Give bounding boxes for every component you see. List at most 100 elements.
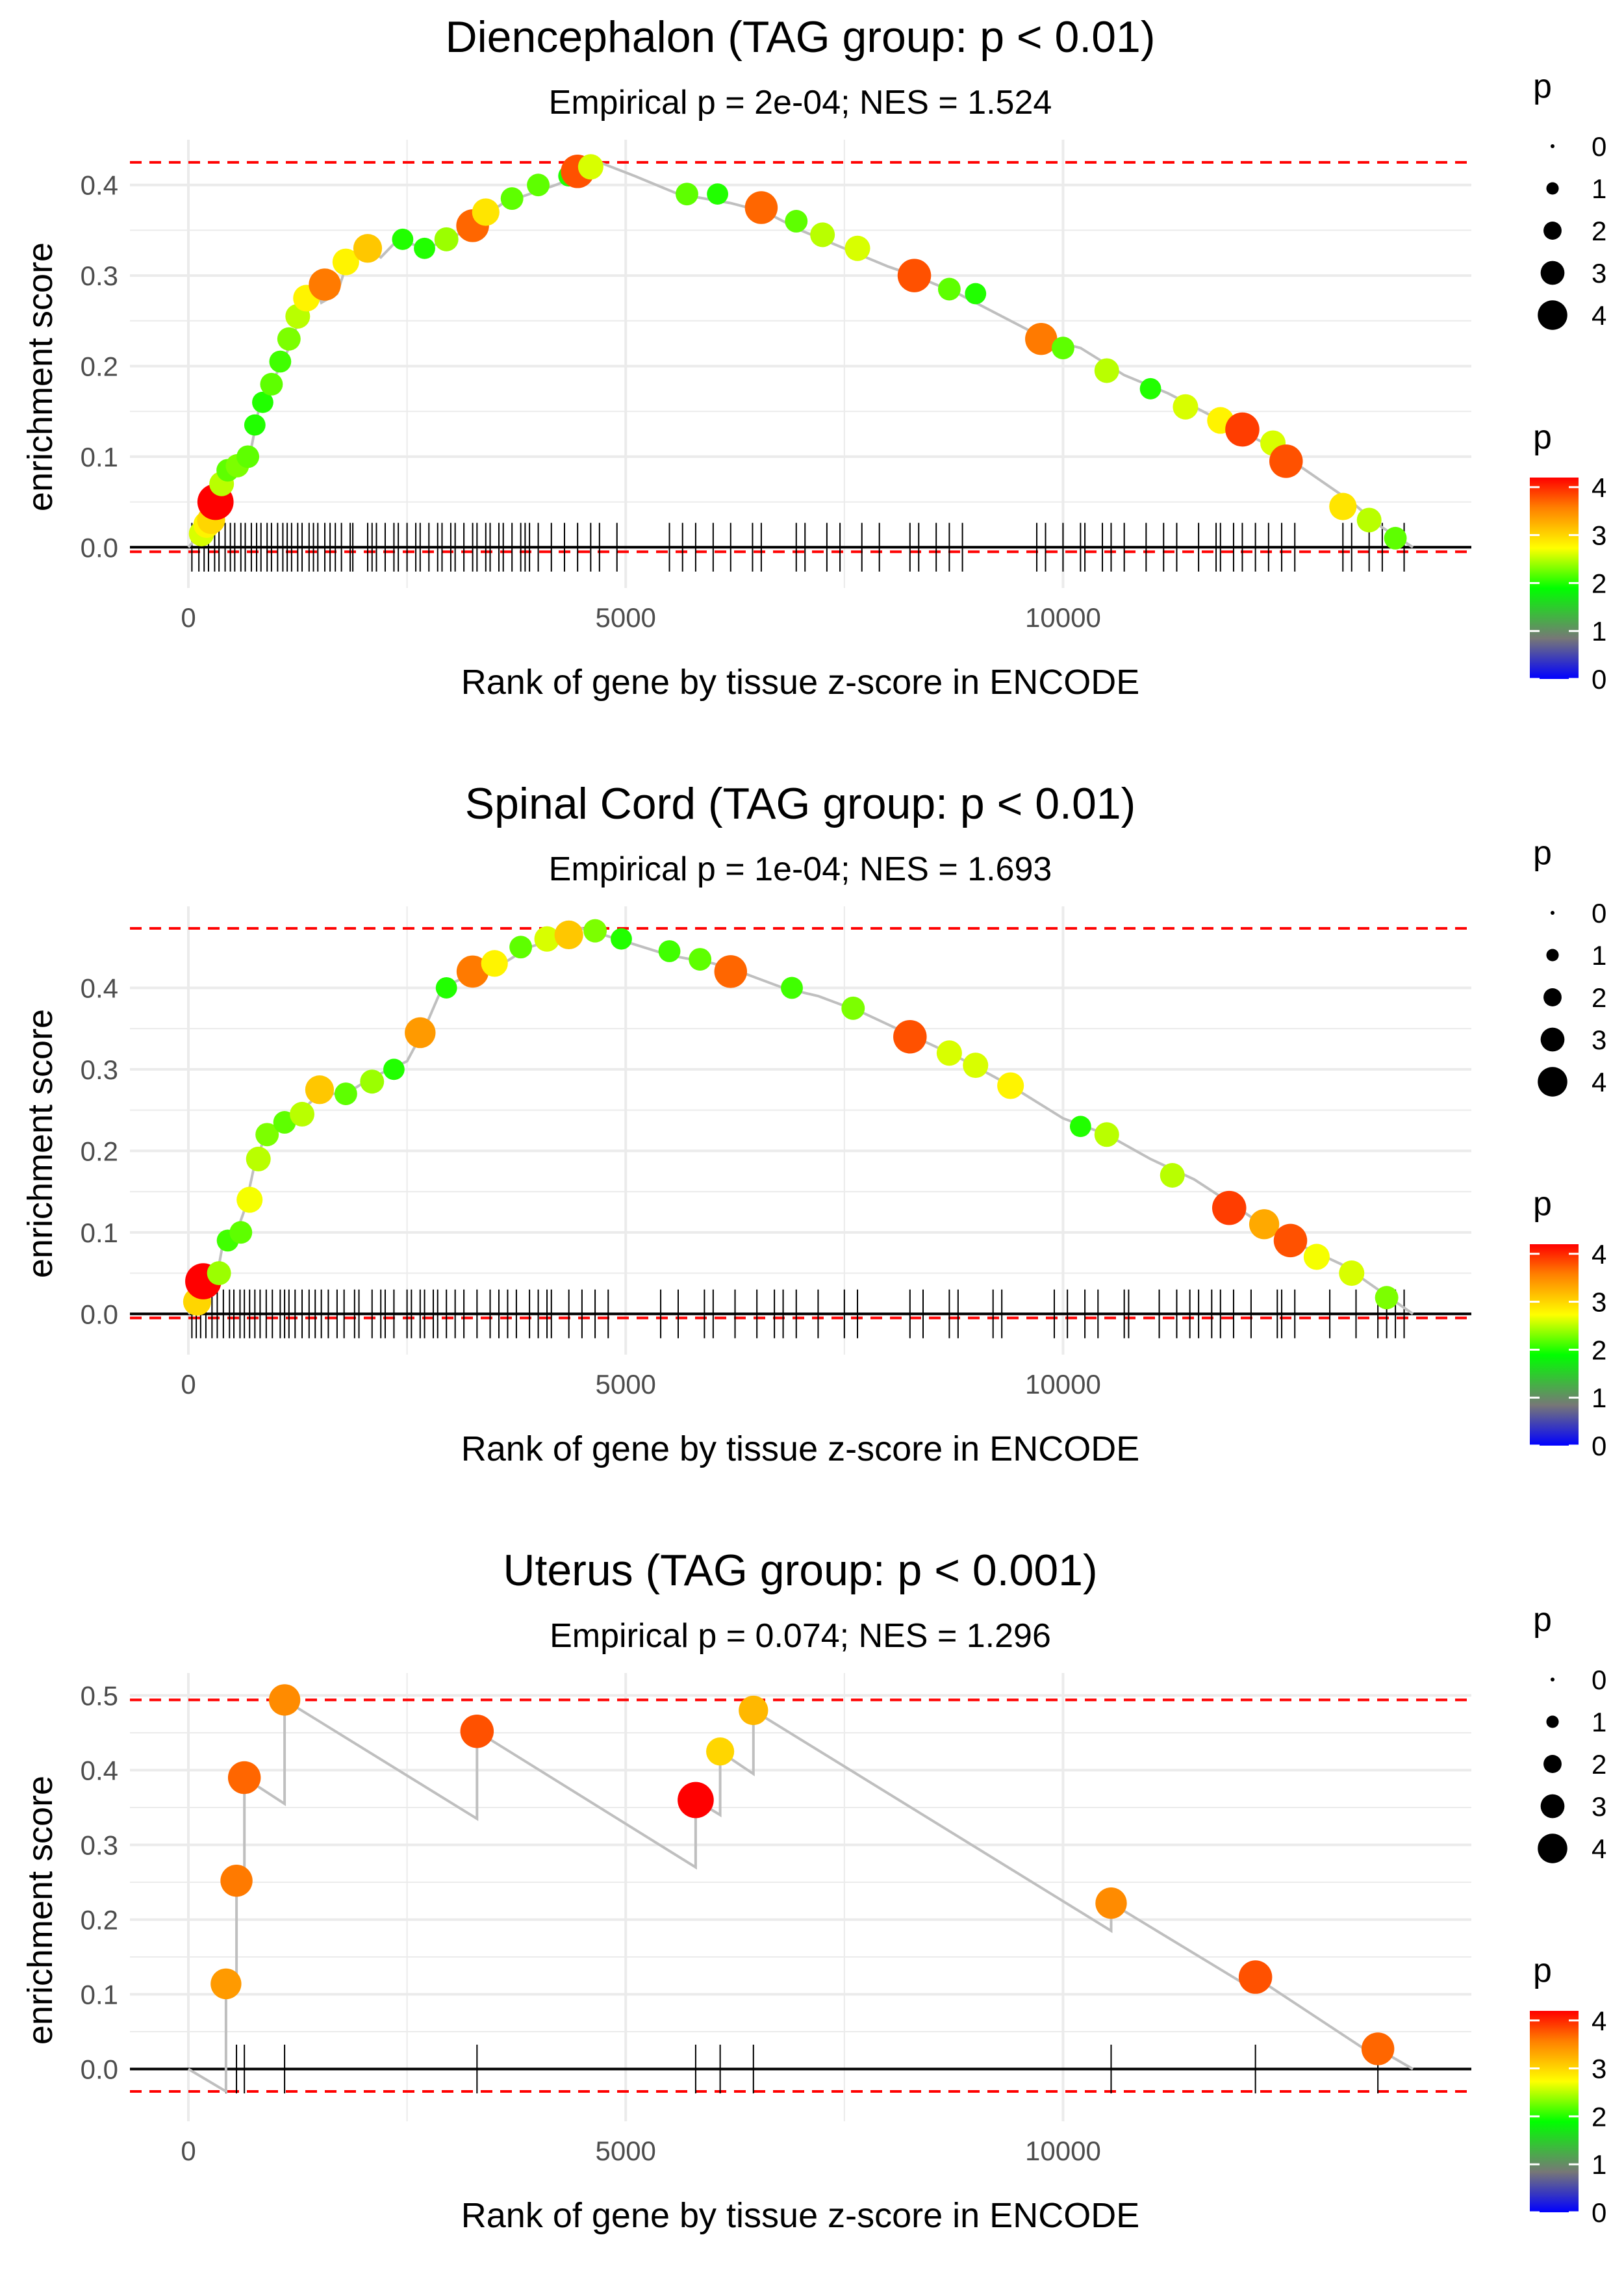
hit-point (577, 154, 603, 180)
hit-point (965, 283, 987, 305)
panel-uterus: Uterus (TAG group: p < 0.001) Empirical … (21, 1546, 1606, 2235)
size-legend-label: 3 (1592, 1791, 1606, 1822)
y-tick-label: 0.1 (81, 1980, 118, 2010)
y-tick-label: 0.2 (81, 1905, 118, 1935)
size-legend-dot (1540, 1027, 1565, 1052)
hit-point (844, 235, 870, 261)
y-axis-label: enrichment score (21, 1009, 60, 1278)
hit-point (1173, 394, 1199, 420)
hit-point (781, 977, 803, 999)
legend-color-title: p (1533, 1185, 1552, 1223)
legend-size-title: p (1533, 68, 1552, 105)
hit-point (527, 173, 550, 197)
size-legend: 0 1 2 3 4 (1538, 1665, 1606, 1864)
x-tick-label: 5000 (595, 1369, 655, 1399)
hit-point (739, 1695, 768, 1726)
hit-point (810, 222, 835, 248)
y-tick-label: 0.3 (81, 261, 118, 291)
hit-point (414, 237, 435, 259)
hit-point (435, 977, 457, 999)
x-tick-label: 5000 (595, 2136, 655, 2166)
size-legend-label: 2 (1592, 216, 1606, 246)
color-legend: 0 1 2 3 4 (1530, 2006, 1606, 2228)
color-legend-label: 2 (1592, 2101, 1606, 2132)
hit-point (220, 1864, 253, 1897)
size-legend-label: 4 (1592, 1833, 1606, 1864)
color-bar (1530, 1244, 1579, 1446)
x-tick-label: 0 (181, 2136, 196, 2166)
hit-point (554, 920, 583, 950)
y-tick-label: 0.4 (81, 973, 118, 1003)
color-legend-label: 3 (1592, 1287, 1606, 1318)
size-legend-dot (1540, 1794, 1565, 1819)
color-bar (1530, 478, 1579, 679)
y-tick-label: 0.4 (81, 1756, 118, 1786)
hit-point (1139, 377, 1161, 400)
hit-point (246, 1146, 271, 1171)
hit-point (676, 183, 698, 206)
y-tick-label: 0.4 (81, 170, 118, 201)
hit-point (434, 227, 459, 251)
y-tick-label: 0.1 (81, 442, 118, 472)
hit-point (936, 1040, 962, 1066)
size-legend-dot (1538, 1067, 1567, 1097)
hit-point (534, 926, 560, 952)
hit-point (277, 327, 301, 351)
x-tick-label: 0 (181, 602, 196, 633)
size-legend-label: 1 (1592, 1707, 1606, 1737)
hit-point (1361, 2032, 1395, 2065)
size-legend-dot (1546, 182, 1559, 195)
legend-size-title: p (1533, 834, 1552, 872)
y-tick-label: 0.5 (81, 1681, 118, 1711)
y-tick-label: 0.1 (81, 1218, 118, 1248)
y-tick-label: 0.2 (81, 1136, 118, 1166)
color-legend-label: 1 (1592, 616, 1606, 646)
hit-point (229, 1221, 253, 1244)
chart-subtitle: Empirical p = 1e-04; NES = 1.693 (549, 850, 1052, 888)
color-legend-label: 4 (1592, 2006, 1606, 2036)
hit-point (334, 1082, 357, 1105)
panel-diencephalon: Diencephalon (TAG group: p < 0.01) Empir… (21, 12, 1606, 702)
hit-point (583, 919, 607, 943)
hit-point (1375, 1286, 1399, 1310)
size-legend-dot (1538, 1833, 1567, 1863)
color-legend-label: 1 (1592, 1383, 1606, 1413)
hit-point (963, 1053, 989, 1079)
color-legend: 0 1 2 3 4 (1530, 1239, 1606, 1461)
hit-point (1356, 507, 1382, 533)
hit-point (785, 210, 808, 233)
hit-point (290, 1101, 315, 1127)
hit-point (1094, 358, 1119, 383)
x-tick-label: 0 (181, 1369, 196, 1399)
hit-point (509, 936, 533, 959)
plot-area: 0.0 0.1 0.2 0.3 0.4 0 5000 10000 (81, 906, 1471, 1399)
hit-point (353, 234, 383, 263)
color-legend-label: 2 (1592, 1335, 1606, 1365)
hit-point (1249, 1209, 1280, 1240)
hit-point (255, 1123, 279, 1147)
color-legend-label: 1 (1592, 2149, 1606, 2180)
hit-point (1329, 492, 1357, 520)
y-axis-label: enrichment score (21, 1776, 60, 2045)
size-legend-dot (1546, 1715, 1559, 1728)
hit-point (744, 191, 778, 224)
size-legend-label: 1 (1592, 173, 1606, 204)
color-bar (1530, 2011, 1579, 2212)
hit-point (236, 1186, 263, 1213)
hit-point (1094, 1122, 1119, 1147)
hit-point (1051, 337, 1074, 360)
chart-title: Diencephalon (TAG group: p < 0.01) (445, 12, 1155, 62)
legend-color-title: p (1533, 1952, 1552, 1989)
y-tick-label: 0.0 (81, 532, 118, 563)
hit-point (260, 372, 283, 396)
panel-spinal-cord: Spinal Cord (TAG group: p < 0.01) Empiri… (21, 779, 1606, 1468)
hit-point (1273, 1223, 1308, 1258)
x-tick-label: 5000 (595, 602, 655, 633)
hit-point (252, 391, 273, 413)
color-legend-label: 2 (1592, 568, 1606, 598)
size-legend-dot (1551, 1678, 1554, 1681)
hit-point (706, 1737, 735, 1766)
y-tick-label: 0.2 (81, 351, 118, 381)
hit-point (937, 277, 961, 301)
y-tick-label: 0.3 (81, 1054, 118, 1085)
